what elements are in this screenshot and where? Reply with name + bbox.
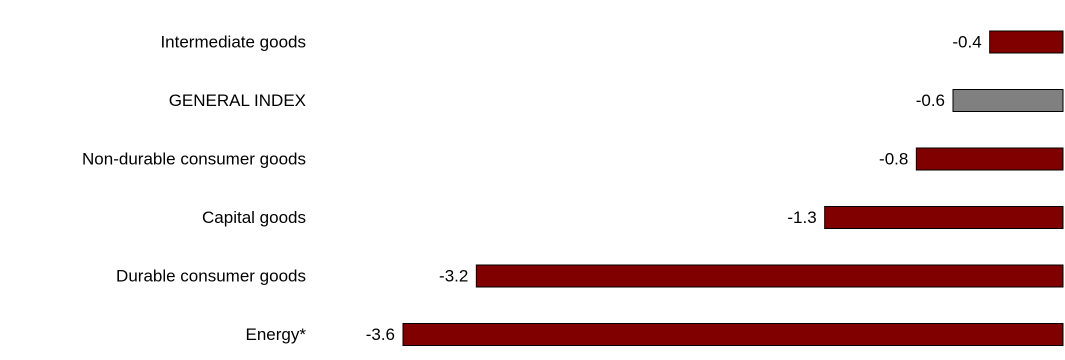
bar-energy	[402, 323, 1064, 346]
value-label-capital-goods: -1.3	[787, 208, 816, 227]
category-label-durable-consumer-goods: Durable consumer goods	[116, 267, 306, 286]
value-labels: -0.4 -0.6 -0.8 -1.3 -3.2 -3.6	[366, 33, 982, 345]
category-label-general-index: GENERAL INDEX	[169, 91, 306, 110]
category-label-non-durable-consumer-goods: Non-durable consumer goods	[82, 150, 306, 169]
value-label-energy: -3.6	[366, 325, 395, 344]
value-label-intermediate-goods: -0.4	[952, 33, 981, 52]
bar-durable-consumer-goods	[475, 264, 1064, 288]
category-label-energy: Energy*	[246, 325, 307, 344]
bar-intermediate-goods	[989, 30, 1064, 54]
category-labels: Intermediate goods GENERAL INDEX Non-durab…	[82, 33, 306, 345]
value-label-durable-consumer-goods: -3.2	[439, 267, 468, 286]
category-label-intermediate-goods: Intermediate goods	[160, 33, 306, 52]
bars	[402, 30, 1064, 346]
category-label-capital-goods: Capital goods	[202, 208, 306, 227]
value-label-general-index: -0.6	[916, 91, 945, 110]
bar-capital-goods	[824, 206, 1064, 229]
bar-non-durable-consumer-goods	[915, 147, 1064, 171]
bar-general-index	[952, 89, 1064, 112]
value-label-non-durable-consumer-goods: -0.8	[879, 150, 908, 169]
